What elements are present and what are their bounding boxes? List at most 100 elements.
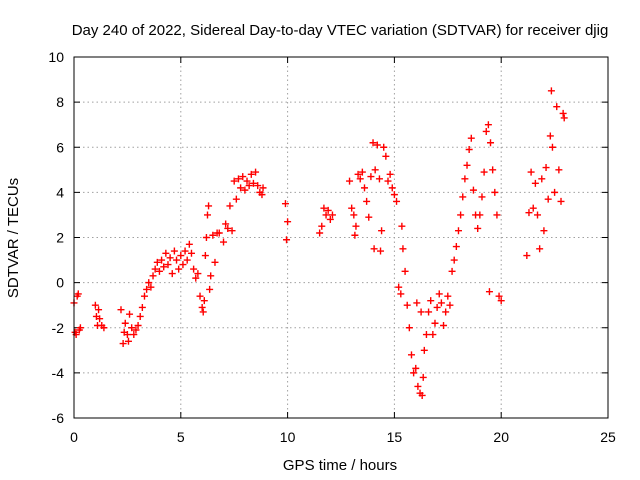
data-point-marker	[162, 249, 170, 257]
data-point-marker	[138, 303, 146, 311]
data-point-marker	[395, 283, 403, 291]
data-point-marker	[316, 229, 324, 237]
data-point-marker	[187, 249, 195, 257]
data-point-marker	[386, 170, 394, 178]
data-point-marker	[243, 177, 251, 185]
y-tick-label: 6	[56, 139, 64, 155]
data-point-marker	[420, 346, 428, 354]
data-point-marker	[380, 143, 388, 151]
data-point-marker	[124, 337, 132, 345]
data-point-marker	[136, 312, 144, 320]
data-point-marker	[241, 186, 249, 194]
data-point-marker	[356, 175, 364, 183]
data-point-marker	[403, 301, 411, 309]
data-point-marker	[206, 285, 214, 293]
x-tick-label: 20	[493, 429, 509, 445]
data-point-marker	[121, 319, 129, 327]
data-point-marker	[540, 227, 548, 235]
y-tick-label: 4	[56, 184, 64, 200]
data-point-marker	[164, 261, 172, 269]
x-tick-label: 0	[70, 429, 78, 445]
data-point-marker	[413, 299, 421, 307]
data-point-marker	[487, 139, 495, 147]
data-point-marker	[158, 256, 166, 264]
data-point-marker	[181, 247, 189, 255]
data-point-marker	[454, 227, 462, 235]
data-point-marker	[170, 247, 178, 255]
x-tick-label: 15	[387, 429, 403, 445]
data-point-marker	[249, 179, 257, 187]
data-point-marker	[354, 170, 362, 178]
data-point-marker	[485, 288, 493, 296]
data-point-marker	[425, 308, 433, 316]
chart-title: Day 240 of 2022, Sidereal Day-to-day VTE…	[72, 22, 609, 39]
data-point-marker	[457, 211, 465, 219]
data-point-marker	[370, 245, 378, 253]
data-point-marker	[145, 279, 153, 287]
data-point-marker	[440, 321, 448, 329]
data-point-marker	[412, 364, 420, 372]
data-point-marker	[207, 272, 215, 280]
data-point-marker	[100, 324, 108, 332]
data-point-marker	[352, 222, 360, 230]
data-point-marker	[398, 222, 406, 230]
data-point-marker	[393, 197, 401, 205]
data-point-marker	[525, 209, 533, 217]
data-point-marker	[452, 243, 460, 251]
data-point-marker	[96, 315, 104, 323]
data-point-marker	[360, 184, 368, 192]
data-point-marker	[444, 292, 452, 300]
data-point-marker	[239, 173, 247, 181]
data-point-marker	[237, 184, 245, 192]
data-point-marker	[429, 331, 437, 339]
data-point-marker	[226, 202, 234, 210]
data-point-marker	[497, 297, 505, 305]
data-point-marker	[467, 134, 475, 142]
x-axis-label: GPS time / hours	[283, 457, 397, 474]
data-point-marker	[166, 254, 174, 262]
plot-frame	[73, 56, 609, 419]
data-point-marker	[418, 391, 426, 399]
data-point-marker	[119, 340, 127, 348]
data-point-marker	[130, 331, 138, 339]
data-point-marker	[459, 193, 467, 201]
data-point-marker	[196, 292, 204, 300]
data-point-marker	[527, 168, 535, 176]
data-point-marker	[134, 321, 142, 329]
data-point-marker	[375, 175, 383, 183]
data-point-marker	[259, 184, 267, 192]
data-point-marker	[555, 166, 563, 174]
data-point-marker	[367, 173, 375, 181]
axis-ticks: 0 5 10 15 20 25 -6 -4 -2 0 2 4 6 8 10	[48, 49, 616, 445]
data-point-marker	[442, 308, 450, 316]
data-point-marker	[177, 252, 185, 260]
data-point-marker	[173, 256, 181, 264]
data-point-marker	[91, 301, 99, 309]
data-point-marker	[155, 267, 163, 275]
data-point-marker	[76, 324, 84, 332]
data-point-marker	[450, 256, 458, 264]
data-point-marker	[461, 175, 469, 183]
data-point-marker	[493, 211, 501, 219]
data-point-marker	[373, 141, 381, 149]
data-point-marker	[234, 175, 242, 183]
data-point-marker	[220, 238, 228, 246]
data-point-marker	[529, 204, 537, 212]
y-tick-label: -6	[52, 410, 65, 426]
data-point-marker	[258, 191, 266, 199]
data-point-marker	[168, 270, 176, 278]
data-point-marker	[320, 204, 328, 212]
data-point-marker	[463, 161, 471, 169]
data-point-marker	[547, 87, 555, 95]
data-point-marker	[322, 211, 330, 219]
data-point-marker	[209, 231, 217, 239]
data-point-marker	[179, 261, 187, 269]
data-point-marker	[410, 369, 418, 377]
y-axis-label: SDTVAR / TECUs	[5, 178, 22, 298]
data-point-marker	[175, 265, 183, 273]
data-point-marker	[414, 382, 422, 390]
x-tick-label: 10	[280, 429, 296, 445]
data-point-marker	[228, 227, 236, 235]
data-point-marker	[200, 297, 208, 305]
